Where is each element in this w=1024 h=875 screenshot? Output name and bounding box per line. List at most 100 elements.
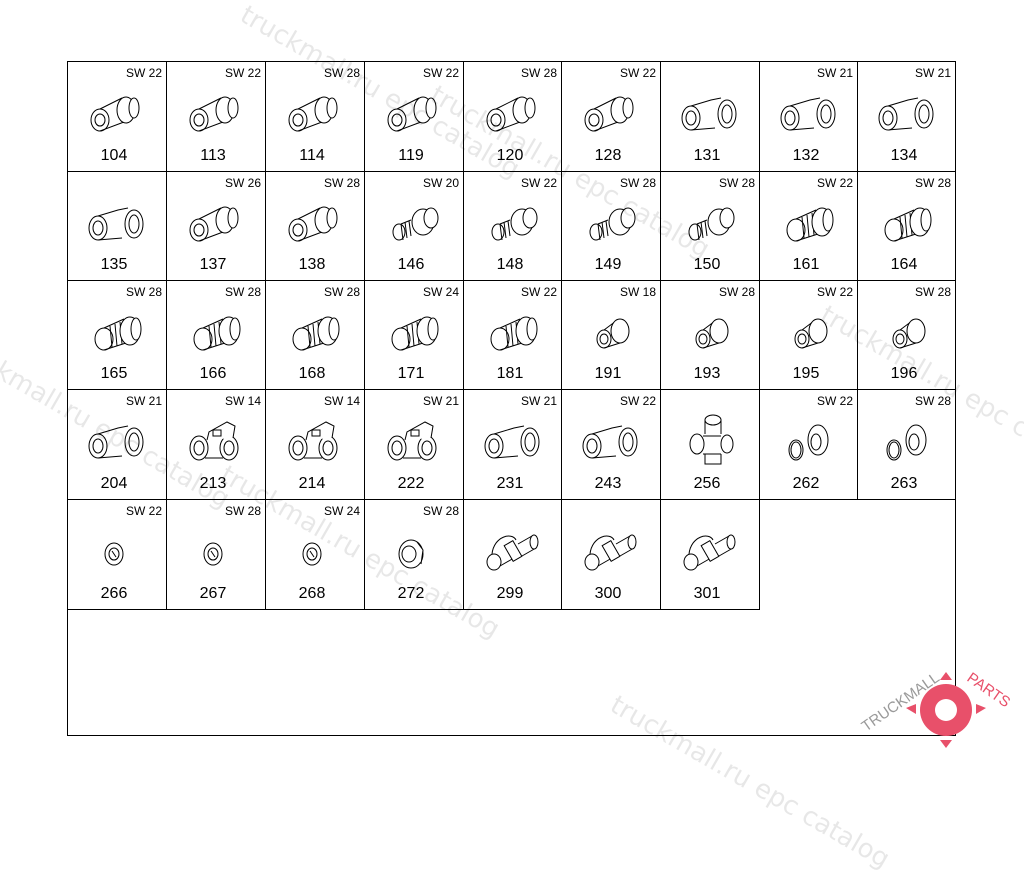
part-number[interactable]: 299 [496,585,524,602]
wrench-size-label: SW 22 [125,504,162,518]
part-number[interactable]: 256 [693,475,721,492]
part-cell-104[interactable]: SW 22 104 [68,62,167,172]
part-number[interactable]: 146 [397,256,425,273]
part-cell-268[interactable]: SW 24 268 [266,500,365,610]
threaded-bushing-icon [786,207,834,242]
part-number[interactable]: 165 [100,365,128,382]
part-number[interactable]: 231 [496,475,524,492]
elbow-fitting-icon [878,97,934,131]
part-number[interactable]: 148 [496,256,524,273]
part-number[interactable]: 114 [299,147,325,164]
part-cell-191[interactable]: SW 18 191 [562,281,661,390]
part-cell-148[interactable]: SW 22 148 [464,172,562,281]
part-number[interactable]: 131 [693,147,721,164]
part-number[interactable]: 135 [100,256,128,273]
part-number[interactable]: 134 [890,147,918,164]
part-number[interactable]: 222 [397,475,425,492]
part-cell-166[interactable]: SW 28 166 [167,281,266,390]
part-cell-222[interactable]: SW 21 222 [365,390,464,500]
part-number[interactable]: 267 [199,585,227,602]
part-number[interactable]: 171 [397,365,425,382]
part-cell-164[interactable]: SW 28 164 [858,172,956,281]
part-number[interactable]: 213 [199,475,227,492]
part-cell-113[interactable]: SW 22 113 [167,62,266,172]
wrench-size-label: SW 14 [323,394,360,408]
part-cell-214[interactable]: SW 14 214 [266,390,365,500]
part-number[interactable]: 214 [298,475,326,492]
part-number[interactable]: 263 [890,475,918,492]
part-number[interactable]: 132 [792,147,820,164]
part-number[interactable]: 120 [496,147,524,164]
part-cell-266[interactable]: SW 22 266 [68,500,167,610]
part-cell-272[interactable]: SW 28 272 [365,500,464,610]
part-cell-195[interactable]: SW 22 195 [760,281,858,390]
part-number[interactable]: 150 [693,256,721,273]
part-cell-119[interactable]: SW 22 119 [365,62,464,172]
wrench-size-label: SW 28 [224,285,261,299]
wrench-size-label: SW 28 [718,285,755,299]
part-number[interactable]: 164 [890,256,918,273]
straight-fitting-icon [288,206,338,242]
part-number[interactable]: 272 [397,585,425,602]
part-number[interactable]: 181 [496,365,524,382]
truckmallparts-logo: TRUCKMALL PARTS [859,669,1013,748]
part-cell-134[interactable]: SW 21 134 [858,62,956,172]
part-cell-161[interactable]: SW 22 161 [760,172,858,281]
part-number[interactable]: 300 [594,585,622,602]
part-number[interactable]: 149 [594,256,622,273]
part-cell-137[interactable]: SW 26 137 [167,172,266,281]
reducer-icon [794,318,828,349]
reducer-icon [892,318,926,349]
part-number[interactable]: 161 [792,256,820,273]
part-cell-262[interactable]: SW 22 262 [760,390,858,500]
part-cell-300[interactable]: 300 [562,500,661,610]
part-number[interactable]: 128 [594,147,622,164]
part-number[interactable]: 137 [199,256,227,273]
part-cell-243[interactable]: SW 22 243 [562,390,661,500]
part-cell-196[interactable]: SW 28 196 [858,281,956,390]
part-number[interactable]: 266 [100,585,128,602]
part-cell-267[interactable]: SW 28 267 [167,500,266,610]
reducer-icon [596,318,630,349]
part-number[interactable]: 166 [199,365,227,382]
part-number[interactable]: 191 [594,365,622,382]
part-cell-213[interactable]: SW 14 213 [167,390,266,500]
part-cell-150[interactable]: SW 28 150 [661,172,760,281]
part-number[interactable]: 268 [298,585,326,602]
part-cell-135[interactable]: 135 [68,172,167,281]
part-number[interactable]: 195 [792,365,820,382]
part-cell-204[interactable]: SW 21 204 [68,390,167,500]
part-number[interactable]: 113 [200,147,226,164]
part-cell-193[interactable]: SW 28 193 [661,281,760,390]
part-cell-299[interactable]: 299 [464,500,562,610]
part-number[interactable]: 262 [792,475,820,492]
part-cell-181[interactable]: SW 22 181 [464,281,562,390]
part-cell-168[interactable]: SW 28 168 [266,281,365,390]
part-number[interactable]: 119 [398,147,424,164]
part-number[interactable]: 193 [693,365,721,382]
part-cell-138[interactable]: SW 28 138 [266,172,365,281]
part-number[interactable]: 196 [890,365,918,382]
part-cell-301[interactable]: 301 [661,500,760,610]
wrench-size-label: SW 20 [422,176,459,190]
part-cell-128[interactable]: SW 22 128 [562,62,661,172]
part-number[interactable]: 168 [298,365,326,382]
part-cell-132[interactable]: SW 21 132 [760,62,858,172]
part-cell-120[interactable]: SW 28 120 [464,62,562,172]
part-cell-263[interactable]: SW 28 263 [858,390,956,500]
part-cell-114[interactable]: SW 28 114 [266,62,365,172]
part-number[interactable]: 138 [298,256,326,273]
part-cell-171[interactable]: SW 24 171 [365,281,464,390]
part-cell-131[interactable]: 131 [661,62,760,172]
part-cell-231[interactable]: SW 21 231 [464,390,562,500]
part-number[interactable]: 104 [100,147,128,164]
part-number[interactable]: 243 [594,475,622,492]
part-number[interactable]: 301 [693,585,721,602]
threaded-nipple-icon [688,207,735,241]
part-cell-146[interactable]: SW 20 146 [365,172,464,281]
part-cell-256[interactable]: 256 [661,390,760,500]
wrench-size-label: SW 28 [422,504,459,518]
part-cell-149[interactable]: SW 28 149 [562,172,661,281]
part-number[interactable]: 204 [100,475,128,492]
part-cell-165[interactable]: SW 28 165 [68,281,167,390]
